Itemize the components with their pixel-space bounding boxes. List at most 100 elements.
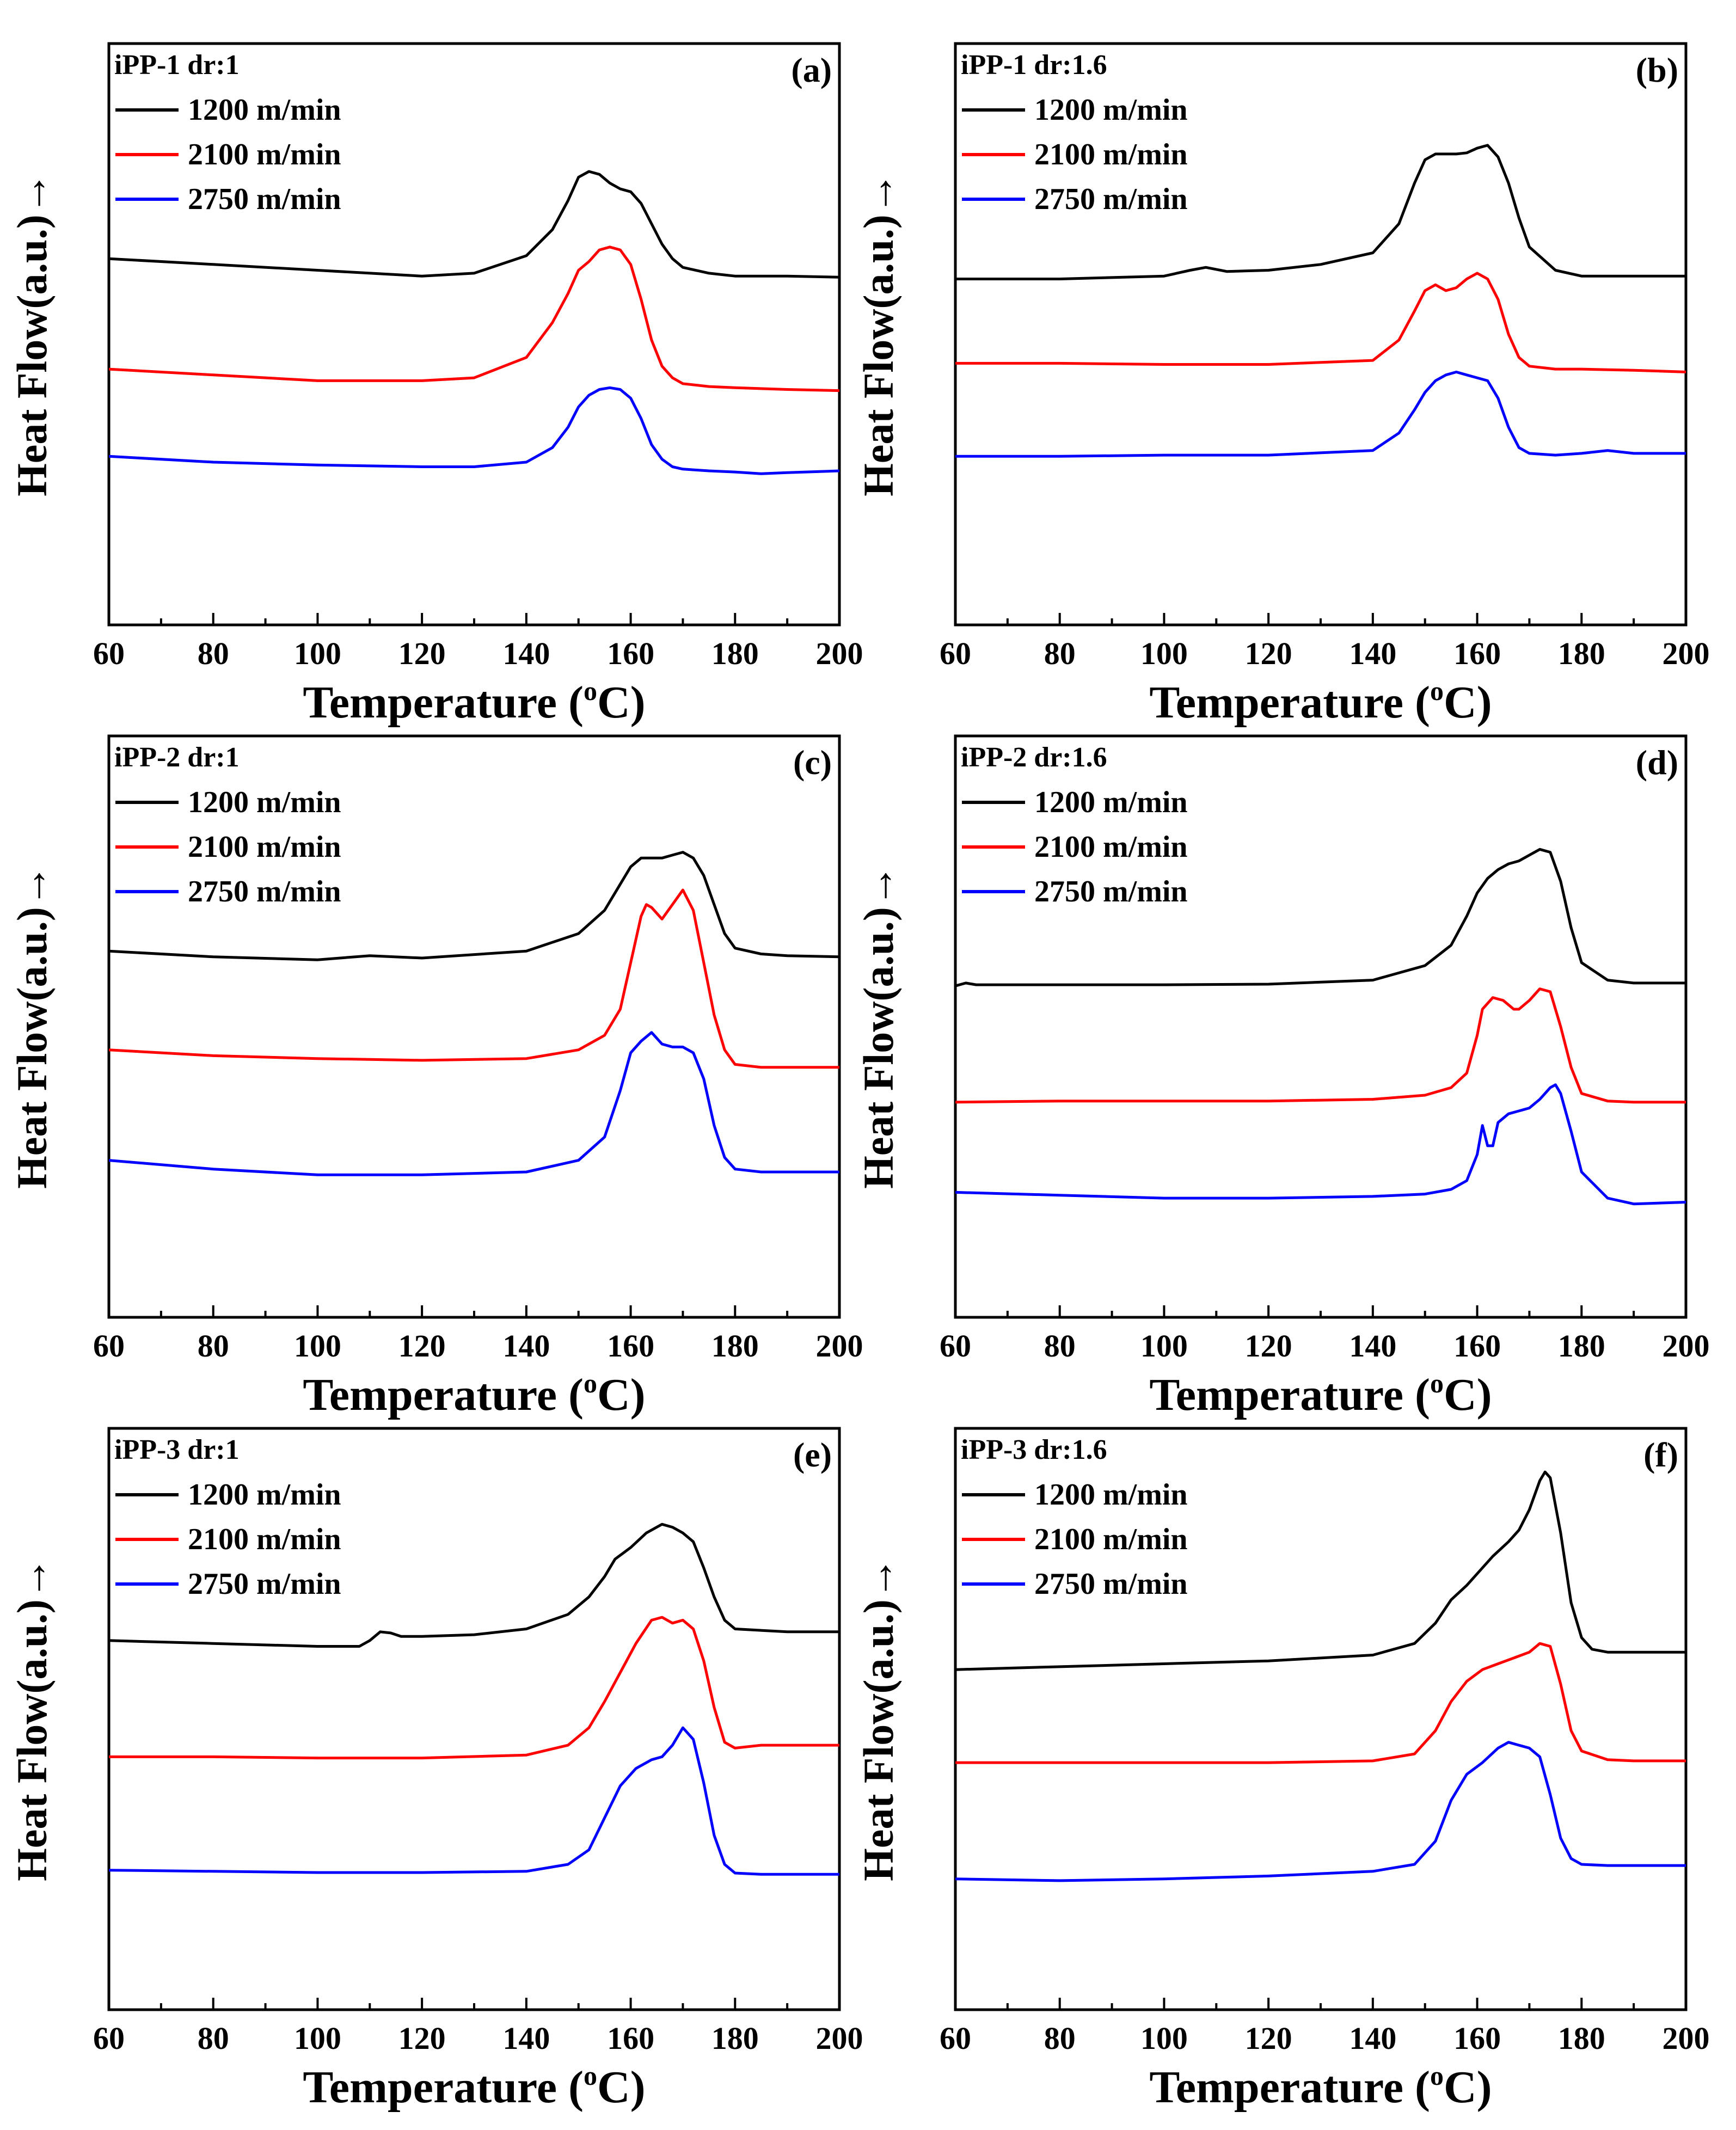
panel-title: iPP-3 dr:1.6 (961, 1434, 1107, 1465)
legend-label: 2750 m/min (188, 1567, 341, 1601)
y-axis-title: Heat Flow(a.u.)→ (8, 1557, 56, 1881)
x-tick-label: 60 (93, 636, 125, 671)
x-axis-title-degree: o (1430, 1368, 1444, 1398)
chart-panel-3: 60 80 100 120 140 160 180 200 Temperature (oC) He… (8, 734, 863, 1420)
x-tick-label: 140 (1349, 636, 1396, 671)
x-tick-label: 160 (1453, 1328, 1501, 1364)
y-axis-title: Heat Flow(a.u.)→ (8, 864, 56, 1189)
legend-label: 1200 m/min (1034, 93, 1188, 127)
y-axis-title: Heat Flow(a.u.)→ (855, 1557, 902, 1881)
x-tick-label: 120 (1245, 1328, 1292, 1364)
x-tick-label: 180 (1558, 1328, 1605, 1364)
chart-panel-6: 60 80 100 120 140 160 180 200 Temperature (oC) He… (855, 1427, 1710, 2113)
x-tick-label: 200 (1663, 2021, 1710, 2056)
panel-title: iPP-1 dr:1 (114, 50, 240, 81)
series-line-1 (955, 1470, 1686, 1671)
x-tick-label: 160 (607, 1328, 654, 1364)
x-tick-label: 120 (398, 636, 446, 671)
x-tick-label: 140 (1349, 2021, 1396, 2056)
x-tick-label: 160 (1453, 636, 1501, 671)
x-axis-title-main: Temperature ( (303, 677, 584, 728)
x-tick-label: 180 (1558, 2021, 1605, 2056)
plot-frame (954, 734, 1688, 1319)
x-axis-title-degree: o (584, 2060, 597, 2091)
series-line-2 (108, 245, 840, 392)
legend-label: 2750 m/min (1034, 1567, 1188, 1601)
x-tick-label: 120 (1245, 2021, 1292, 2056)
x-tick-label: 100 (1140, 2021, 1188, 2056)
x-axis-title: Temperature (oC) (303, 2060, 645, 2113)
x-axis-title-main: Temperature ( (1149, 2062, 1430, 2113)
series-line-2 (955, 272, 1686, 373)
chart-panel-2: 60 80 100 120 140 160 180 200 Temperature (oC) He… (855, 42, 1710, 728)
legend-label: 2100 m/min (1034, 138, 1188, 171)
legend-label: 1200 m/min (188, 93, 341, 127)
legend-label: 1200 m/min (1034, 785, 1188, 819)
legend-label: 1200 m/min (188, 785, 341, 819)
x-tick-label: 60 (940, 1328, 971, 1364)
plot-frame (954, 1427, 1688, 2011)
series-line-3 (955, 370, 1686, 458)
chart-panel-1: 60 80 100 120 140 160 180 200 Temperature (oC) He… (8, 42, 863, 728)
x-axis-title-degree: o (584, 676, 597, 706)
legend-label: 2100 m/min (188, 138, 341, 171)
legend-label: 2750 m/min (188, 182, 341, 216)
legend-label: 2750 m/min (1034, 875, 1188, 909)
legend-label: 2750 m/min (188, 875, 341, 909)
x-tick-label: 60 (940, 2021, 971, 2056)
x-tick-label: 120 (398, 1328, 446, 1364)
panel-title: iPP-2 dr:1 (114, 742, 240, 773)
x-tick-label: 120 (1245, 636, 1292, 671)
x-tick-label: 60 (93, 1328, 125, 1364)
x-tick-label: 180 (711, 636, 759, 671)
x-tick-label: 200 (816, 636, 863, 671)
x-tick-label: 80 (198, 636, 229, 671)
x-tick-label: 80 (1044, 636, 1076, 671)
x-axis-title-main: Temperature ( (303, 1370, 584, 1420)
panel-title: iPP-2 dr:1.6 (961, 742, 1107, 773)
x-axis-title: Temperature (oC) (1149, 676, 1492, 728)
legend-label: 2100 m/min (188, 1523, 341, 1556)
plot-frame (954, 42, 1688, 627)
x-tick-label: 140 (1349, 1328, 1396, 1364)
legend-label: 2750 m/min (1034, 182, 1188, 216)
series-line-1 (955, 848, 1686, 987)
panel-letter: (b) (1636, 51, 1678, 89)
x-tick-label: 140 (502, 2021, 550, 2056)
x-tick-label: 160 (1453, 2021, 1501, 2056)
series-line-3 (108, 1726, 839, 1876)
x-axis-title: Temperature (oC) (303, 1368, 645, 1420)
x-tick-label: 80 (1044, 2021, 1076, 2056)
series-line-3 (955, 1741, 1686, 1882)
x-tick-label: 180 (711, 1328, 759, 1364)
series-line-2 (109, 1616, 839, 1760)
y-axis-title: Heat Flow(a.u.)→ (8, 172, 56, 496)
plot-frame (107, 1427, 841, 2011)
x-axis-title-unit: C) (597, 677, 646, 728)
x-tick-label: 60 (940, 636, 971, 671)
x-tick-label: 80 (198, 2021, 229, 2056)
series-line-2 (955, 1642, 1686, 1764)
series-line-2 (955, 987, 1686, 1104)
y-axis-title: Heat Flow(a.u.)→ (855, 864, 902, 1189)
x-tick-label: 100 (1140, 1328, 1188, 1364)
chart-panel-5: 60 80 100 120 140 160 180 200 Temperature (oC) He… (8, 1427, 863, 2113)
x-axis-title: Temperature (oC) (1149, 2060, 1492, 2113)
x-axis-title-main: Temperature ( (1149, 1370, 1430, 1420)
chart-panel-4: 60 80 100 120 140 160 180 200 Temperature (oC) He… (855, 734, 1710, 1420)
x-axis-title-unit: C) (1444, 2062, 1492, 2113)
x-tick-label: 100 (1140, 636, 1188, 671)
x-axis-title-unit: C) (1444, 677, 1492, 728)
panel-letter: (e) (793, 1435, 832, 1474)
x-tick-label: 200 (816, 1328, 863, 1364)
x-axis-title-unit: C) (1444, 1370, 1492, 1420)
x-tick-label: 200 (1663, 1328, 1710, 1364)
plot-frame (107, 734, 841, 1319)
y-axis-title: Heat Flow(a.u.)→ (855, 172, 902, 496)
legend-label: 1200 m/min (188, 1478, 341, 1512)
x-tick-label: 120 (398, 2021, 446, 2056)
x-tick-label: 140 (502, 1328, 550, 1364)
x-axis-title-degree: o (1430, 2060, 1444, 2091)
x-tick-label: 100 (294, 1328, 341, 1364)
panel-letter: (d) (1636, 743, 1678, 782)
